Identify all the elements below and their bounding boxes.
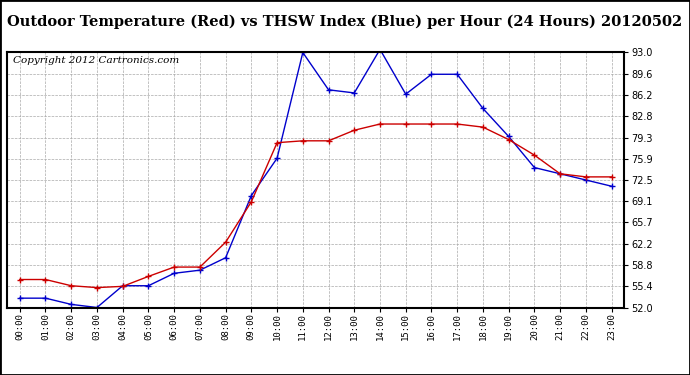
Text: Outdoor Temperature (Red) vs THSW Index (Blue) per Hour (24 Hours) 20120502: Outdoor Temperature (Red) vs THSW Index … xyxy=(8,15,682,29)
Text: Copyright 2012 Cartronics.com: Copyright 2012 Cartronics.com xyxy=(13,56,179,65)
